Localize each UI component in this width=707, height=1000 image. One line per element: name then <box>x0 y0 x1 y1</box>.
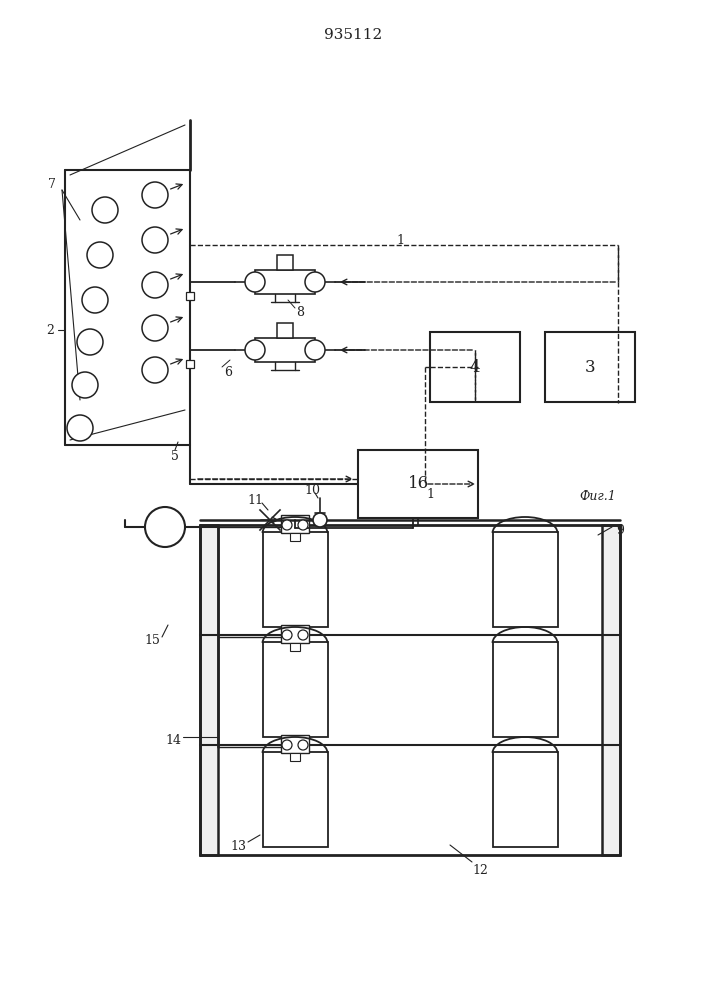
Text: 935112: 935112 <box>324 28 382 42</box>
Bar <box>602 525 620 855</box>
Circle shape <box>245 340 265 360</box>
Text: 8: 8 <box>296 306 304 318</box>
Circle shape <box>142 315 168 341</box>
Text: 3: 3 <box>585 359 595 375</box>
Bar <box>263 752 328 847</box>
Text: 12: 12 <box>472 863 488 876</box>
Text: 14: 14 <box>165 734 181 746</box>
Bar <box>290 753 300 761</box>
Bar <box>358 450 478 518</box>
Circle shape <box>282 520 292 530</box>
Circle shape <box>82 287 108 313</box>
Bar <box>277 255 293 270</box>
Bar <box>255 270 315 294</box>
Circle shape <box>87 242 113 268</box>
Circle shape <box>298 520 308 530</box>
Text: 11: 11 <box>247 493 263 506</box>
Bar <box>430 332 520 402</box>
Bar <box>277 323 293 338</box>
Circle shape <box>313 513 327 527</box>
Text: 9: 9 <box>616 524 624 536</box>
Circle shape <box>298 740 308 750</box>
Circle shape <box>305 272 325 292</box>
Bar <box>186 360 194 368</box>
Bar <box>255 338 315 362</box>
Text: 2: 2 <box>46 324 54 336</box>
Circle shape <box>145 507 185 547</box>
Bar <box>493 642 558 737</box>
Text: 1: 1 <box>396 233 404 246</box>
Bar <box>281 625 309 643</box>
Text: 16: 16 <box>407 476 428 492</box>
Circle shape <box>282 630 292 640</box>
Circle shape <box>67 415 93 441</box>
Text: Фиг.1: Фиг.1 <box>580 490 617 504</box>
Circle shape <box>245 272 265 292</box>
Bar <box>186 292 194 300</box>
Text: 1: 1 <box>426 488 434 502</box>
Circle shape <box>92 197 118 223</box>
Text: 10: 10 <box>304 484 320 496</box>
Bar <box>290 643 300 651</box>
Text: 5: 5 <box>171 450 179 464</box>
Bar <box>263 642 328 737</box>
Text: 15: 15 <box>144 634 160 647</box>
Bar <box>281 515 309 533</box>
Text: 13: 13 <box>230 840 246 854</box>
Bar <box>290 533 300 541</box>
Circle shape <box>72 372 98 398</box>
Circle shape <box>77 329 103 355</box>
Bar <box>281 735 309 753</box>
Circle shape <box>305 340 325 360</box>
Circle shape <box>142 357 168 383</box>
Bar <box>493 752 558 847</box>
Circle shape <box>282 740 292 750</box>
Circle shape <box>142 272 168 298</box>
Bar <box>263 532 328 627</box>
Bar <box>493 532 558 627</box>
Circle shape <box>142 182 168 208</box>
Bar <box>545 332 635 402</box>
Text: 4: 4 <box>469 359 480 375</box>
Text: 6: 6 <box>224 365 232 378</box>
Text: 7: 7 <box>48 178 56 192</box>
Bar <box>200 525 218 855</box>
Circle shape <box>142 227 168 253</box>
Circle shape <box>298 630 308 640</box>
